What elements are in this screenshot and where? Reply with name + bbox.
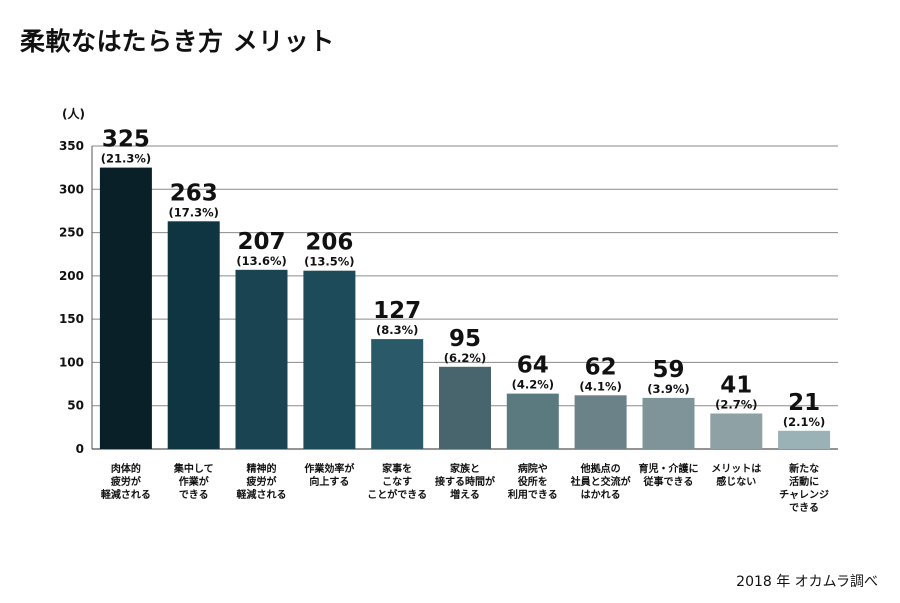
y-tick-label: 150 [59,312,84,326]
value-label: 64 [517,353,549,379]
percent-label: (17.3%) [169,205,219,219]
percent-label: (6.2%) [444,351,486,365]
percent-label: (13.5%) [304,255,354,269]
value-label: 127 [373,298,421,324]
category-label: 肉体的疲労が軽減される [101,462,151,501]
percent-label: (21.3%) [101,152,151,166]
category-label: 家事をこなすことができる [367,462,427,501]
percent-label: (3.9%) [647,382,689,396]
bar [371,339,424,449]
category-label: メリットは感じない [711,463,761,488]
category-label: 他拠点の社員と交流がはかれる [570,462,632,501]
category-label: 病院や役所を利用できる [508,462,558,501]
value-label: 62 [585,354,617,380]
bar [778,430,831,449]
category-label: 作業効率が向上する [304,462,355,488]
category-label: 精神的疲労が軽減される [237,462,287,501]
percent-label: (4.2%) [512,378,554,392]
y-axis-unit: (人) [62,106,85,121]
value-label: 206 [305,230,353,256]
bar [574,395,627,449]
value-label: 325 [102,127,150,153]
value-label: 95 [449,326,481,352]
bar [506,393,559,449]
source-note: 2018 年 オカムラ調べ [736,574,878,590]
y-tick-label: 350 [59,139,84,153]
y-tick-label: 100 [59,355,84,369]
percent-label: (2.7%) [715,398,757,412]
y-tick-label: 0 [76,442,84,456]
bar [235,269,288,449]
bar [642,397,695,449]
y-tick-label: 50 [67,399,84,413]
bar [303,270,356,449]
percent-label: (8.3%) [376,323,418,337]
y-tick-label: 250 [59,226,84,240]
y-tick-label: 300 [59,182,84,196]
value-label: 21 [788,390,820,416]
bar [710,413,763,449]
bar [167,221,220,449]
percent-label: (4.1%) [579,379,621,393]
chart-title: 柔軟なはたらき方 メリット [20,27,335,56]
bar [439,366,491,449]
category-label: 家族と接する時間が増える [435,462,496,501]
value-label: 59 [652,357,684,383]
bar [99,167,152,449]
category-label: 育児・介護に従事できる [638,462,698,488]
percent-label: (2.1%) [783,415,825,429]
value-label: 207 [238,229,286,255]
category-label: 集中して作業ができる [173,462,214,501]
category-label: 新たな活動にチャレンジできる [779,462,829,514]
value-label: 263 [170,180,218,206]
percent-label: (13.6%) [236,254,286,268]
value-label: 41 [720,373,752,399]
y-tick-label: 200 [59,269,84,283]
